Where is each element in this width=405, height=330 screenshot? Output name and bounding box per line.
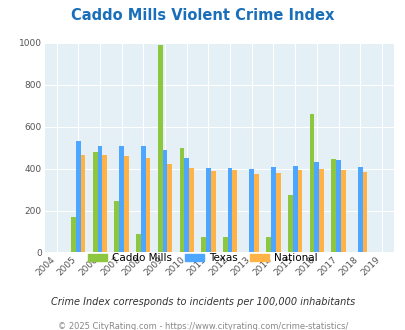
Bar bbox=[330, 159, 335, 252]
Bar bbox=[97, 146, 102, 252]
Bar bbox=[76, 141, 81, 252]
Bar bbox=[275, 173, 280, 252]
Bar bbox=[249, 169, 254, 252]
Bar bbox=[162, 150, 167, 252]
Bar bbox=[335, 160, 340, 252]
Bar bbox=[297, 170, 302, 252]
Bar bbox=[114, 201, 119, 252]
Bar bbox=[189, 168, 194, 252]
Bar bbox=[287, 195, 292, 252]
Bar bbox=[227, 168, 232, 252]
Bar bbox=[254, 174, 258, 252]
Bar bbox=[93, 152, 97, 252]
Text: Caddo Mills Violent Crime Index: Caddo Mills Violent Crime Index bbox=[71, 8, 334, 23]
Bar bbox=[136, 234, 141, 252]
Bar bbox=[81, 155, 85, 252]
Bar bbox=[292, 166, 297, 252]
Legend: Caddo Mills, Texas, National: Caddo Mills, Texas, National bbox=[84, 249, 321, 267]
Bar bbox=[205, 168, 210, 252]
Bar bbox=[201, 237, 205, 252]
Bar bbox=[340, 170, 345, 252]
Bar bbox=[179, 148, 184, 252]
Bar bbox=[362, 172, 367, 252]
Bar bbox=[309, 114, 313, 252]
Bar bbox=[232, 170, 237, 252]
Bar bbox=[145, 158, 150, 252]
Bar bbox=[119, 146, 124, 252]
Bar bbox=[266, 237, 271, 252]
Bar bbox=[141, 146, 145, 252]
Bar bbox=[271, 167, 275, 252]
Bar bbox=[210, 171, 215, 252]
Bar bbox=[167, 164, 172, 252]
Bar bbox=[124, 156, 128, 252]
Bar bbox=[102, 155, 107, 252]
Text: © 2025 CityRating.com - https://www.cityrating.com/crime-statistics/: © 2025 CityRating.com - https://www.city… bbox=[58, 322, 347, 330]
Text: Crime Index corresponds to incidents per 100,000 inhabitants: Crime Index corresponds to incidents per… bbox=[51, 297, 354, 307]
Bar bbox=[184, 158, 189, 252]
Bar bbox=[222, 237, 227, 252]
Bar bbox=[71, 217, 76, 252]
Bar bbox=[357, 167, 362, 252]
Bar bbox=[158, 45, 162, 252]
Bar bbox=[318, 169, 323, 252]
Bar bbox=[313, 162, 318, 252]
